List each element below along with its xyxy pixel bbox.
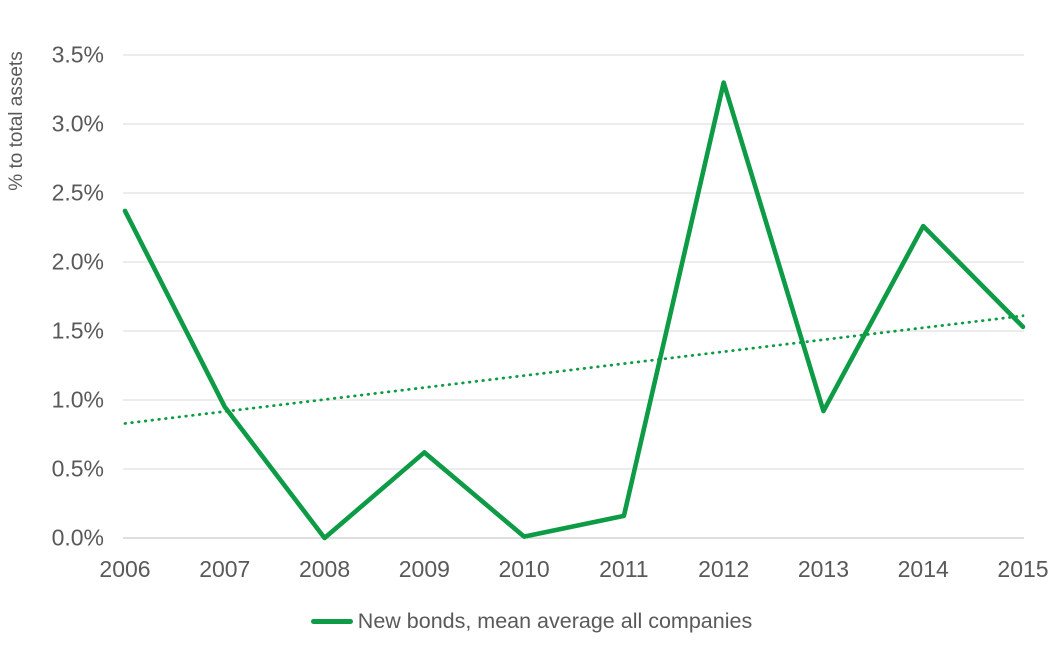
y-tick-label: 0.5% <box>52 456 104 482</box>
y-tick-label: 2.0% <box>52 249 104 275</box>
y-axis-title: % to total assets <box>6 51 27 190</box>
x-tick-label: 2015 <box>997 556 1048 582</box>
x-tick-label: 2010 <box>499 556 550 582</box>
y-tick-label: 1.0% <box>52 387 104 413</box>
y-tick-label: 1.5% <box>52 318 104 344</box>
y-axis-tick-labels: 0.0% 0.5% 1.0% 1.5% 2.0% 2.5% 3.0% 3.5% <box>52 42 104 551</box>
x-tick-label: 2011 <box>599 556 648 582</box>
x-tick-label: 2013 <box>798 556 849 582</box>
y-tick-label: 0.0% <box>52 525 104 551</box>
legend-label: New bonds, mean average all companies <box>357 608 753 633</box>
x-tick-label: 2006 <box>99 556 150 582</box>
y-tick-label: 2.5% <box>52 180 104 206</box>
legend-line-swatch <box>310 618 353 624</box>
x-tick-label: 2014 <box>898 556 949 582</box>
x-tick-label: 2007 <box>199 556 250 582</box>
gridlines <box>123 54 1024 539</box>
linear-trendline-dotted <box>123 314 1025 425</box>
y-tick-label: 3.5% <box>52 42 104 68</box>
legend: New bonds, mean average all companies <box>0 603 1063 639</box>
y-tick-label: 3.0% <box>52 111 104 137</box>
x-tick-label: 2012 <box>698 556 749 582</box>
series-line-new-bonds <box>122 80 1026 541</box>
x-tick-label: 2008 <box>299 556 350 582</box>
x-tick-label: 2009 <box>399 556 450 582</box>
x-axis-tick-labels: 2006 2007 2008 2009 2010 2011 2012 2013 2014 2015 <box>99 556 1048 582</box>
